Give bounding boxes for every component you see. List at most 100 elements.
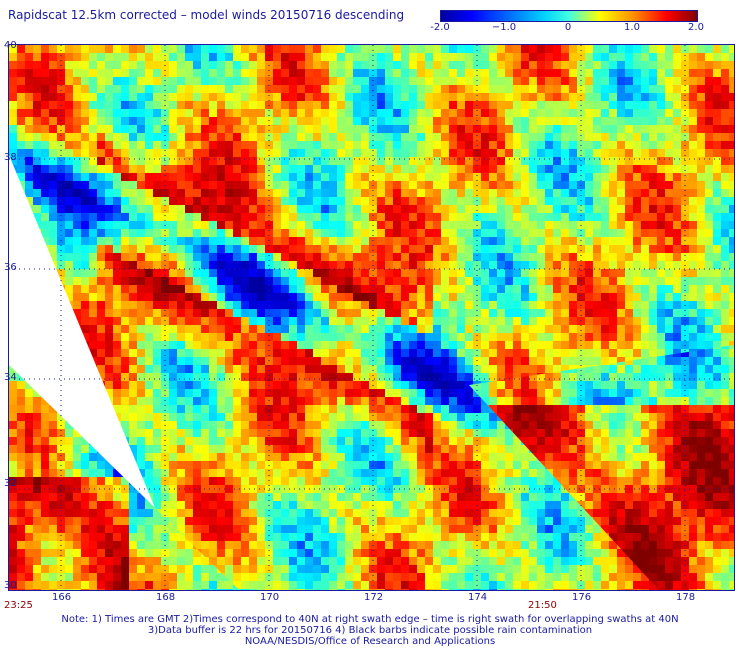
wind-cell [609,77,617,85]
wind-cell [513,469,521,477]
wind-cell [233,133,241,141]
wind-cell [473,45,481,53]
wind-cell [409,429,417,437]
wind-cell [465,45,473,53]
wind-cell [313,285,321,293]
wind-cell [329,429,337,437]
wind-cell [593,269,601,277]
wind-cell [369,349,377,357]
wind-cell [529,341,537,349]
wind-cell [457,365,465,373]
wind-cell [25,173,33,181]
wind-cell [465,229,473,237]
wind-cell [513,261,521,269]
wind-cell [305,285,313,293]
wind-cell [65,61,73,69]
wind-cell [201,477,209,485]
wind-cell [281,365,289,373]
wind-cell [417,149,425,157]
wind-cell [337,173,345,181]
wind-cell [25,293,33,301]
wind-cell [393,277,401,285]
wind-cell [49,389,57,397]
wind-cell [9,157,17,165]
wind-cell [433,389,441,397]
wind-cell [537,101,545,109]
wind-cell [425,429,433,437]
wind-cell [201,293,209,301]
wind-cell [601,205,609,213]
wind-cell [577,229,585,237]
wind-cell [249,133,257,141]
wind-cell [193,117,201,125]
wind-cell [457,349,465,357]
wind-cell [361,45,369,53]
wind-cell [721,229,729,237]
wind-cell [329,117,337,125]
wind-cell [225,181,233,189]
wind-cell [41,221,49,229]
wind-cell [713,53,721,61]
wind-cell [433,213,441,221]
wind-cell [97,285,105,293]
wind-cell [137,405,145,413]
wind-cell [585,309,593,317]
wind-cell [361,389,369,397]
wind-cell [233,125,241,133]
wind-cell [465,301,473,309]
wind-cell [329,141,337,149]
wind-cell [673,61,681,69]
wind-cell [49,325,57,333]
wind-cell [137,365,145,373]
wind-cell [305,165,313,173]
wind-cell [689,277,697,285]
wind-cell [649,333,657,341]
wind-cell [641,77,649,85]
wind-cell [433,253,441,261]
wind-cell [321,309,329,317]
wind-cell [529,461,537,469]
wind-cell [625,325,633,333]
wind-cell [337,381,345,389]
wind-cell [137,229,145,237]
wind-cell [393,77,401,85]
wind-cell [65,229,73,237]
wind-cell [169,261,177,269]
wind-cell [481,469,489,477]
wind-cell [513,69,521,77]
wind-cell [281,453,289,461]
wind-cell [545,269,553,277]
wind-cell [441,405,449,413]
wind-cell [329,413,337,421]
wind-cell [537,237,545,245]
wind-cell [473,413,481,421]
wind-cell [337,285,345,293]
wind-cell [385,173,393,181]
wind-cell [625,101,633,109]
wind-cell [241,85,249,93]
wind-cell [129,285,137,293]
wind-cell [89,317,97,325]
wind-cell [577,125,585,133]
wind-cell [409,381,417,389]
wind-cell [457,429,465,437]
wind-cell [585,85,593,93]
wind-cell [153,181,161,189]
wind-cell [593,325,601,333]
wind-cell [353,429,361,437]
wind-cell [513,333,521,341]
wind-cell [97,69,105,77]
wind-cell [649,253,657,261]
wind-cell [641,237,649,245]
wind-cell [393,253,401,261]
wind-cell [393,397,401,405]
wind-cell [281,245,289,253]
wind-cell [529,189,537,197]
wind-cell [185,445,193,453]
wind-cell [209,277,217,285]
wind-cell [329,61,337,69]
wind-cell [569,253,577,261]
wind-cell [417,413,425,421]
wind-cell [9,133,17,141]
wind-cell [345,341,353,349]
